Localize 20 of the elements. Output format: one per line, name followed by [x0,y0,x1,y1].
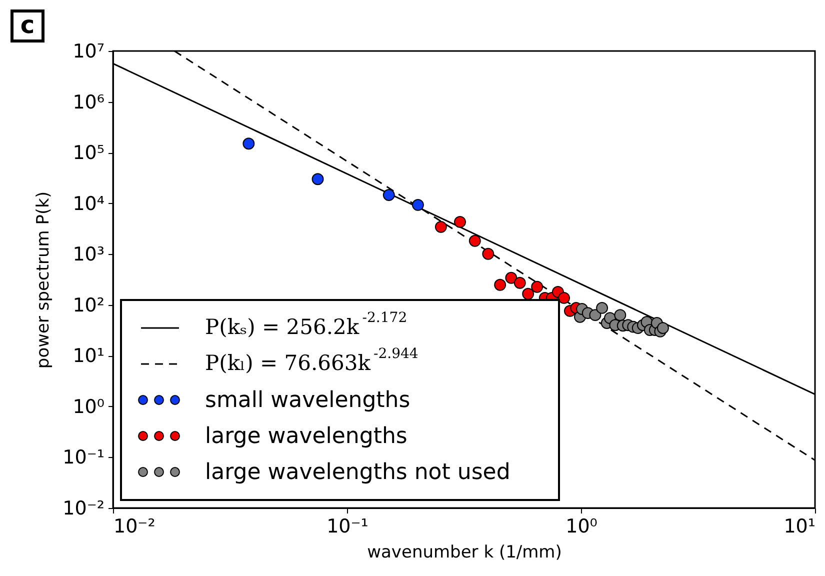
x-tick-label: 10⁻² [114,516,156,538]
text: c [20,11,35,39]
legend-label: large wavelengths [205,424,408,449]
y-tick-label: 10⁴ [72,192,105,215]
y-axis-title: power spectrum P(k) [34,191,54,369]
y-tick-label: 10⁻² [62,498,104,520]
y-tick-label: 10⁶ [72,91,104,114]
x-tick-label: 10⁻¹ [326,516,368,538]
legend-label: small wavelengths [205,388,410,413]
y-tick-label: 10⁷ [72,40,104,62]
x-axis-title: wavenumber k (1/mm) [367,542,562,562]
y-tick-label: 10² [72,294,104,316]
y-tick-label: 10⁻¹ [62,446,104,469]
y-tick-label: 10¹ [72,345,104,368]
x-tick-label: 10¹ [784,516,816,538]
y-tick-label: 10⁵ [72,142,104,164]
x-tick-label: 10⁰ [566,516,598,538]
y-tick-label: 10³ [72,244,104,266]
y-tick-label: 10⁰ [72,396,104,418]
legend-label: large wavelengths not used [205,460,510,485]
